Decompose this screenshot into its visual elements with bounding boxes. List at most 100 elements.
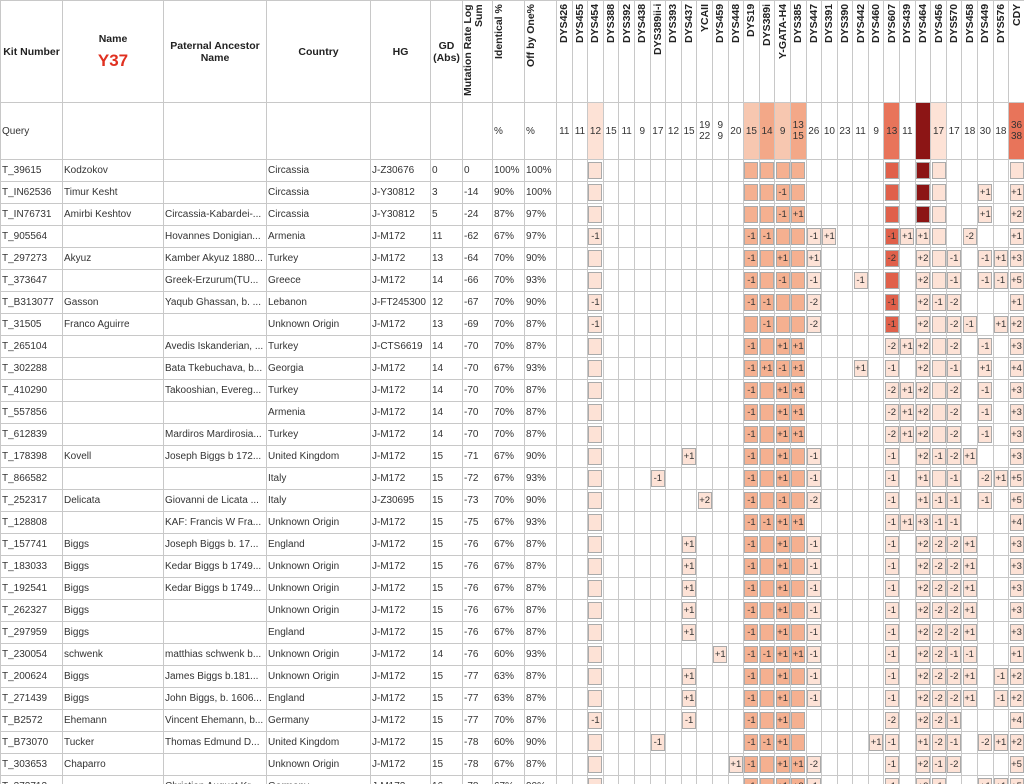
result-cell: 87% (492, 203, 525, 226)
result-cell: Biggs (62, 555, 164, 578)
marker-cell: +1 (1008, 643, 1024, 666)
marker-cell (633, 313, 651, 336)
marker-cell (977, 665, 994, 688)
marker-cell: +1 (727, 753, 745, 776)
marker-cell (618, 621, 635, 644)
marker-cell (633, 555, 651, 578)
marker-cell: -1 (883, 555, 901, 578)
marker-diff (931, 272, 946, 289)
marker-cell: -1 (743, 445, 760, 468)
marker-cell (867, 753, 885, 776)
marker-cell (665, 555, 682, 578)
marker-name: DYS459 (714, 3, 727, 43)
result-cell: Unknown Origin (266, 511, 371, 534)
marker-diff (760, 250, 774, 267)
marker-diff (775, 294, 790, 311)
marker-cell (821, 511, 838, 534)
marker-cell: -2 (945, 665, 963, 688)
marker-cell (930, 379, 947, 402)
marker-cell (556, 533, 573, 556)
marker-cell (961, 753, 979, 776)
marker-diff: -2 (931, 690, 946, 707)
marker-cell (899, 687, 916, 710)
marker-name: DYS388 (605, 3, 618, 43)
result-cell: Armenia (266, 401, 371, 424)
marker-cell (711, 775, 729, 784)
result-cell: 93% (524, 511, 557, 534)
marker-cell (852, 467, 869, 490)
result-cell: 12 (430, 291, 463, 314)
marker-cell (649, 313, 667, 336)
marker-cell (618, 643, 635, 666)
marker-cell: -1 (977, 379, 994, 402)
marker-cell (649, 621, 667, 644)
marker-diff: +3 (1009, 602, 1024, 619)
marker-cell (649, 643, 667, 666)
query-marker: 9 (774, 102, 791, 160)
marker-cell: +2 (1008, 203, 1024, 226)
result-cell: T_B73070 (0, 731, 63, 754)
result-cell: -70 (462, 379, 493, 402)
marker-cell (836, 159, 854, 182)
result-cell: 93% (524, 467, 557, 490)
marker-diff: -1 (947, 646, 961, 663)
marker-diff (791, 624, 806, 641)
result-cell (62, 357, 164, 380)
marker-diff: -1 (884, 602, 899, 619)
marker-diff: -1 (884, 580, 899, 597)
table-body: Query%% 11 11 12 15 11 9 17 12 15 19 22 9 9 20 15 14 9 1… (0, 102, 1024, 784)
marker-cell: +3 (1008, 621, 1024, 644)
result-cell: -70 (462, 335, 493, 358)
marker-cell (711, 247, 729, 270)
marker-cell (649, 533, 667, 556)
query-marker: 19 22 (696, 102, 713, 160)
result-cell: 67% (492, 533, 525, 556)
marker-cell (602, 181, 620, 204)
marker-diff: -2 (947, 690, 961, 707)
marker-diff: +5 (1009, 470, 1024, 487)
marker-diff: +1 (791, 360, 806, 377)
marker-diff (588, 360, 603, 377)
result-row: T_128808 KAF: Francis W Fra... Unknown Ori… (0, 511, 1024, 534)
marker-cell (743, 159, 760, 182)
marker-diff: -1 (744, 536, 759, 553)
marker-cell (571, 599, 589, 622)
marker-cell (649, 665, 667, 688)
marker-cell (696, 577, 713, 600)
marker-cell (758, 621, 776, 644)
marker-cell (883, 203, 901, 226)
marker-diff: +1 (978, 206, 993, 223)
marker-diff: +1 (916, 228, 930, 245)
marker-diff: -2 (947, 448, 961, 465)
marker-diff: -2 (947, 294, 961, 311)
marker-cell (852, 313, 869, 336)
marker-diff: +1 (1009, 294, 1024, 311)
marker-cell (992, 291, 1010, 314)
marker-diff (588, 184, 603, 201)
marker-diff (931, 426, 946, 443)
marker-header: CDY (1008, 0, 1024, 103)
marker-diff: -1 (760, 514, 774, 531)
marker-cell: -2 (945, 313, 963, 336)
marker-cell (914, 181, 932, 204)
result-cell: 90% (524, 731, 557, 754)
marker-name: DYS391 (823, 3, 836, 43)
marker-cell (696, 621, 713, 644)
marker-cell: +1 (758, 357, 776, 380)
result-cell: Chaparro (62, 753, 164, 776)
marker-diff: -2 (884, 338, 899, 355)
marker-cell (821, 467, 838, 490)
marker-cell (618, 203, 635, 226)
query-cell (370, 102, 431, 160)
marker-cell (618, 511, 635, 534)
marker-cell (836, 379, 854, 402)
marker-cell (649, 489, 667, 512)
result-cell: J-M172 (370, 511, 431, 534)
marker-diff: -2 (947, 426, 961, 443)
marker-cell: -2 (883, 335, 901, 358)
marker-cell (836, 599, 854, 622)
marker-cell: +1 (680, 665, 698, 688)
result-cell: United Kingdom (266, 445, 371, 468)
marker-diff: -1 (760, 228, 774, 245)
result-cell: J-M172 (370, 599, 431, 622)
